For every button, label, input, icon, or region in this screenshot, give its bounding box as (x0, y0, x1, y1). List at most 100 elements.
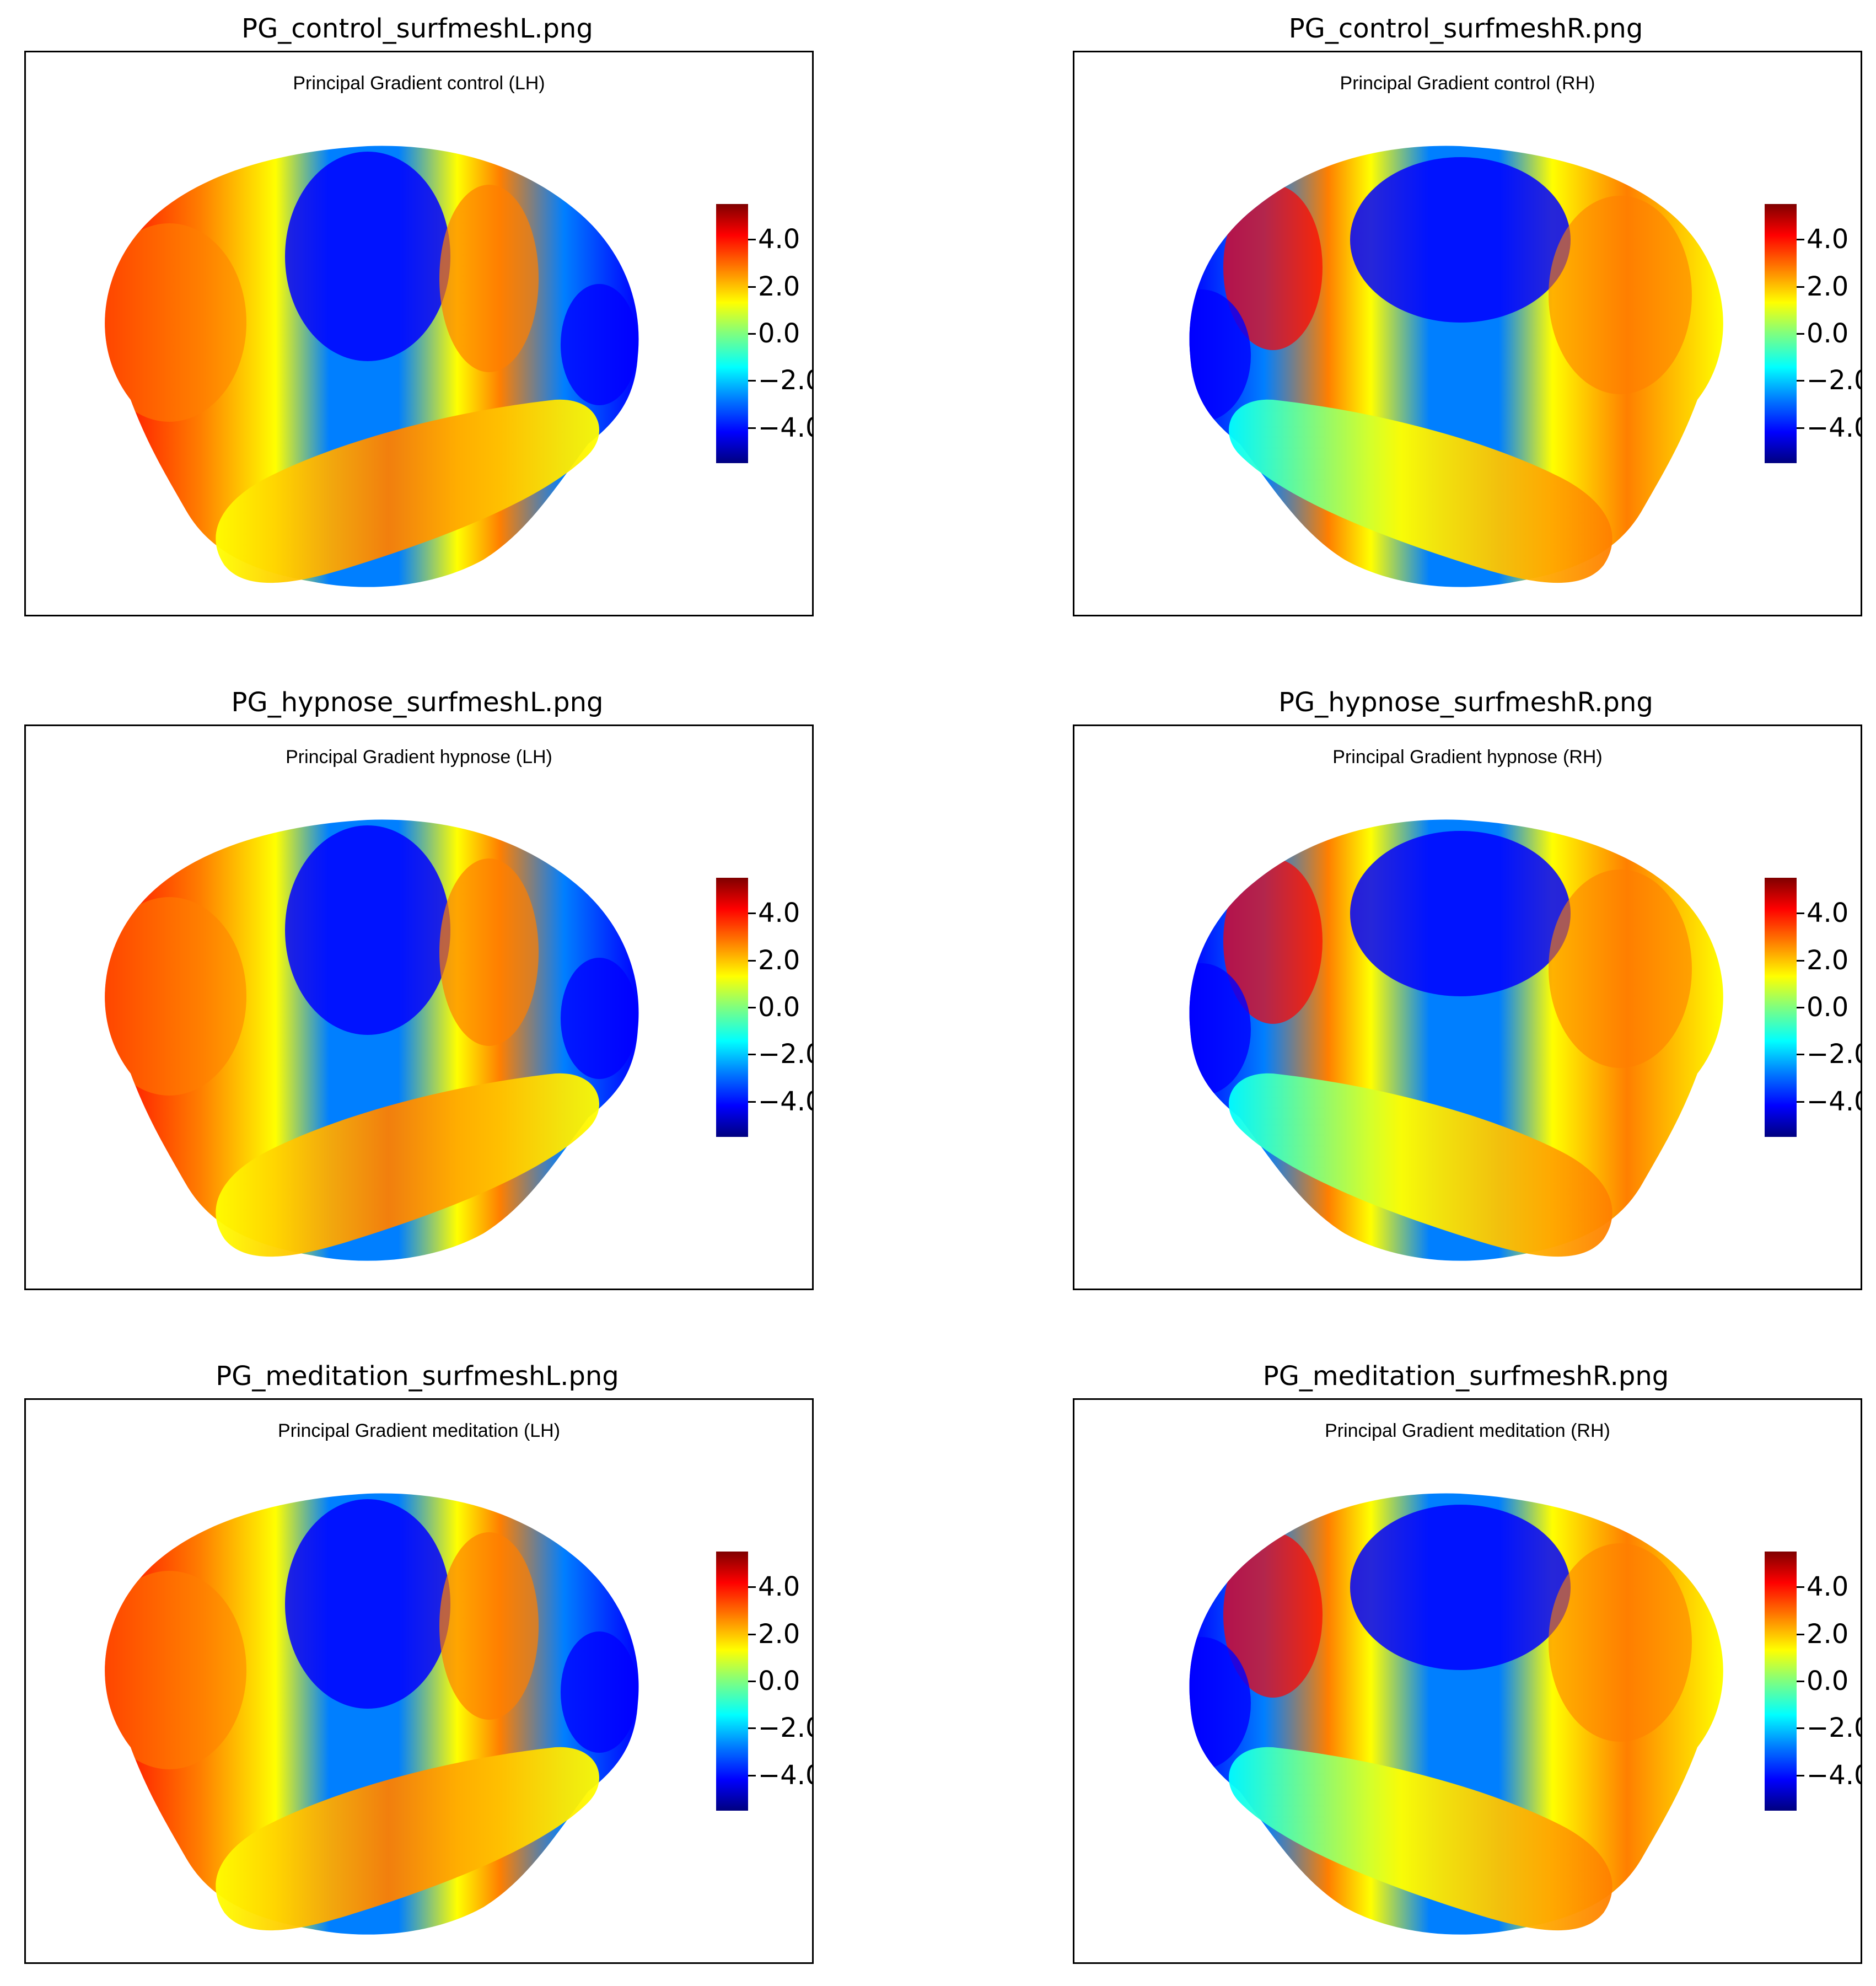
temporal-lobe (216, 1747, 599, 1931)
colorbar-tick (1797, 333, 1804, 335)
temporal-lobe (1229, 1073, 1612, 1257)
panel-plot-title: Principal Gradient hypnose (LH) (286, 747, 552, 767)
cortex-patches (1189, 1505, 1692, 1769)
colorbar-tick-label: 4.0 (1807, 224, 1849, 255)
colorbar (1765, 204, 1797, 463)
panel-file-title: PG_hypnose_surfmeshL.png (231, 687, 604, 718)
cortex-patches (105, 152, 638, 422)
colorbar-tick-label: 4.0 (758, 898, 800, 929)
colorbar-tick (1797, 1774, 1804, 1776)
cortex-patches (105, 825, 638, 1096)
colorbar-tick (1797, 1054, 1804, 1056)
colorbar-tick-label: 2.0 (758, 271, 800, 302)
colorbar-tick-label: −2.0 (1807, 365, 1861, 396)
colorbar-tick-label: −4.0 (1807, 1086, 1861, 1117)
colorbar-tick (748, 380, 756, 382)
colorbar-tick (1797, 1681, 1804, 1682)
colorbar-tick (1797, 239, 1804, 241)
colorbar-tick (748, 913, 756, 915)
colorbar-tick (748, 1054, 756, 1056)
panel-file-title: PG_control_surfmeshL.png (241, 13, 593, 44)
colorbar-tick-label: 2.0 (1807, 1618, 1849, 1650)
panel-plot-title: Principal Gradient meditation (LH) (277, 1420, 561, 1441)
colorbar-tick (748, 239, 756, 241)
panel-image-frame: Principal Gradient hypnose (LH) 4.0 2.0 0.… (24, 724, 814, 1290)
colorbar-tick (1797, 1727, 1804, 1730)
colorbar-tick (1797, 913, 1804, 915)
colorbar (716, 204, 748, 463)
panel-file-title: PG_hypnose_surfmeshR.png (1278, 687, 1653, 718)
colorbar-tick-label: 0.0 (758, 992, 800, 1023)
colorbar-tick-label: 2.0 (1807, 271, 1849, 302)
colorbar-tick-label: 0.0 (758, 1666, 800, 1697)
colorbar-tick (1797, 1101, 1804, 1103)
brain-surface-left (105, 146, 639, 587)
colorbar-tick-label: 0.0 (1807, 992, 1849, 1023)
colorbar-tick (1797, 1633, 1804, 1635)
colorbar-tick (1797, 380, 1804, 382)
colorbar-tick (748, 286, 756, 288)
panel-image-frame: Principal Gradient control (LH) 4.0 2.0 0.… (24, 51, 814, 616)
cortex-patches (1189, 831, 1692, 1096)
panel-image-frame: Principal Gradient control (RH) 4.0 2.0 0.… (1073, 51, 1862, 616)
colorbar-tick-label: −2.0 (1807, 1039, 1861, 1070)
colorbar-tick-label: 4.0 (758, 1571, 800, 1603)
colorbar-tick-label: 2.0 (758, 944, 800, 976)
panel-file-title: PG_meditation_surfmeshR.png (1262, 1361, 1669, 1392)
colorbar-tick-label: 4.0 (1807, 898, 1849, 929)
colorbar-tick-label: 4.0 (1807, 1571, 1849, 1603)
colorbar-tick (1797, 1007, 1804, 1008)
colorbar (1765, 878, 1797, 1137)
panel-plot-title: Principal Gradient meditation (RH) (1325, 1420, 1610, 1441)
temporal-lobe (216, 1073, 599, 1257)
colorbar-tick (1797, 427, 1804, 429)
brain-surface-right (1189, 819, 1723, 1261)
colorbar (716, 1552, 748, 1811)
colorbar-tick (748, 1101, 756, 1103)
colorbar-tick-label: −2.0 (758, 1039, 812, 1070)
colorbar-tick-label: 2.0 (758, 1618, 800, 1650)
colorbar-tick-label: −2.0 (758, 365, 812, 396)
colorbar-tick-label: −4.0 (1807, 1759, 1861, 1791)
panel-image-frame: Principal Gradient meditation (RH) 4.0 2.… (1073, 1398, 1862, 1964)
panel-plot-title: Principal Gradient hypnose (RH) (1332, 747, 1603, 767)
colorbar-tick-label: −4.0 (1807, 412, 1861, 443)
colorbar-tick-label: −4.0 (758, 412, 812, 443)
cortex-patches (105, 1499, 638, 1769)
colorbar-tick-label: −2.0 (1807, 1713, 1861, 1744)
colorbar-tick (748, 1007, 756, 1008)
colorbar-tick (748, 1774, 756, 1776)
colorbar-tick (748, 333, 756, 335)
colorbar-tick-label: 0.0 (1807, 1666, 1849, 1697)
colorbar-tick-label: 0.0 (1807, 318, 1849, 349)
colorbar-tick (1797, 959, 1804, 962)
panel-file-title: PG_control_surfmeshR.png (1288, 13, 1643, 44)
colorbar-tick-label: 4.0 (758, 224, 800, 255)
colorbar-tick (748, 1633, 756, 1635)
colorbar-tick-label: 2.0 (1807, 944, 1849, 976)
colorbar-tick-label: −4.0 (758, 1759, 812, 1791)
colorbar (716, 878, 748, 1137)
brain-surface-right (1189, 146, 1723, 587)
temporal-lobe (1229, 399, 1612, 583)
colorbar-tick (748, 1727, 756, 1730)
colorbar-tick-label: −4.0 (758, 1086, 812, 1117)
panel-plot-title: Principal Gradient control (LH) (293, 73, 545, 94)
colorbar-tick (748, 1681, 756, 1682)
colorbar-tick (748, 427, 756, 429)
panel-image-frame: Principal Gradient hypnose (RH) 4.0 2.0 0.… (1073, 724, 1862, 1290)
brain-surface-left (105, 1493, 639, 1935)
colorbar (1765, 1552, 1797, 1811)
colorbar-tick (1797, 286, 1804, 288)
colorbar-tick (1797, 1586, 1804, 1588)
colorbar-tick (748, 959, 756, 962)
temporal-lobe (216, 399, 599, 583)
panel-plot-title: Principal Gradient control (RH) (1340, 73, 1595, 94)
colorbar-tick-label: 0.0 (758, 318, 800, 349)
colorbar-tick (748, 1586, 756, 1588)
temporal-lobe (1229, 1747, 1612, 1931)
brain-surface-right (1189, 1493, 1723, 1935)
brain-surface-left (105, 819, 639, 1261)
panel-image-frame: Principal Gradient meditation (LH) 4.0 2.… (24, 1398, 814, 1964)
cortex-patches (1189, 157, 1692, 422)
